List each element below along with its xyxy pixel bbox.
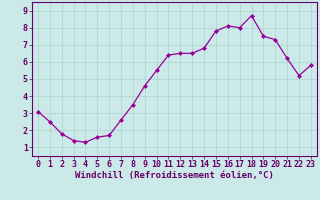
X-axis label: Windchill (Refroidissement éolien,°C): Windchill (Refroidissement éolien,°C) [75, 171, 274, 180]
